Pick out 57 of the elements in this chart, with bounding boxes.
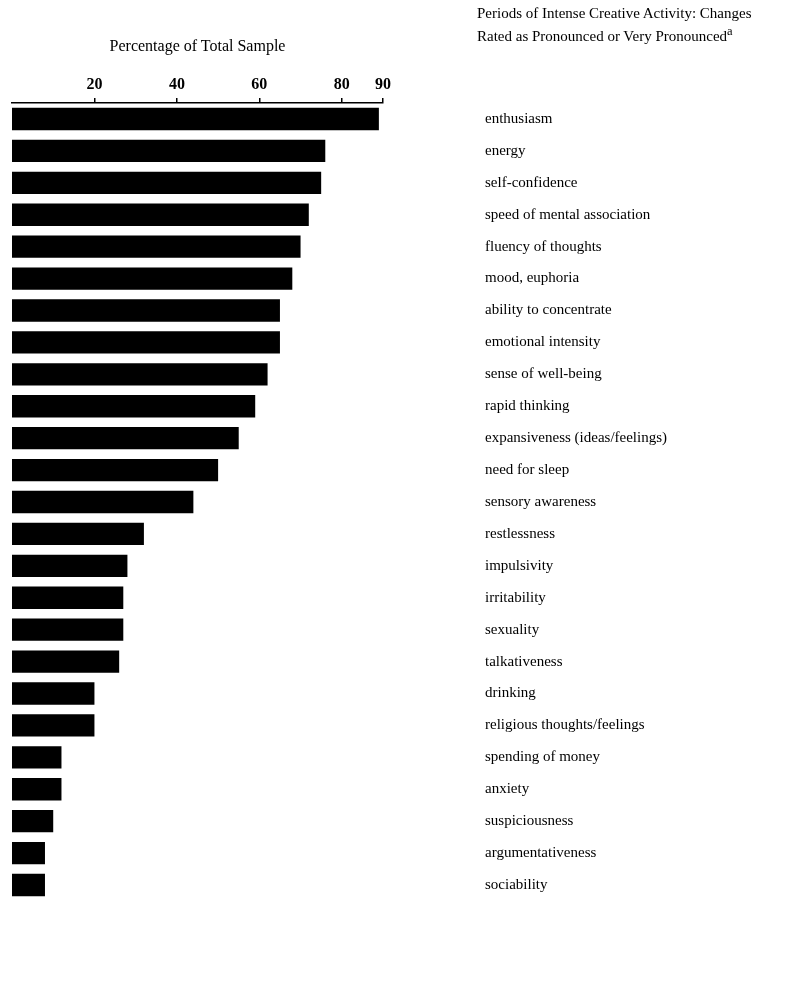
x-tick-label: 40 xyxy=(168,74,185,92)
y-tick-label: emotional intensity xyxy=(485,333,601,350)
y-tick-label: anxiety xyxy=(485,780,530,797)
y-tick-label: argumentativeness xyxy=(485,844,597,861)
y-tick-label: irritability xyxy=(485,588,547,605)
y-tick-label: need for sleep xyxy=(485,461,570,478)
bar xyxy=(12,331,280,354)
x-tick-label: 80 xyxy=(333,74,350,92)
y-tick-label: drinking xyxy=(485,684,537,701)
bar xyxy=(12,682,95,705)
y-tick-label: speed of mental association xyxy=(485,205,651,222)
bar xyxy=(12,267,293,290)
y-tick-label: sensory awareness xyxy=(485,492,597,509)
bar xyxy=(12,746,62,769)
y-tick-label: sociability xyxy=(485,875,548,892)
bar xyxy=(12,107,379,131)
y-tick-label: sense of well-being xyxy=(485,365,603,382)
y-tick-label: self-confidence xyxy=(485,173,578,190)
bar xyxy=(12,554,128,578)
y-tick-label: suspiciousness xyxy=(485,812,574,829)
bar xyxy=(12,490,194,514)
bar xyxy=(12,618,124,641)
bar xyxy=(12,235,301,258)
y-tick-label: ability to concentrate xyxy=(485,301,612,318)
y-tick-label: mood, euphoria xyxy=(485,269,580,286)
y-tick-label: expansiveness (ideas/feelings) xyxy=(485,429,668,447)
y-tick-label: rapid thinking xyxy=(485,397,571,414)
bar xyxy=(12,426,239,450)
bar xyxy=(12,203,309,226)
bar xyxy=(12,873,45,897)
bar xyxy=(12,841,45,865)
bar xyxy=(12,139,326,163)
y-tick-label: impulsivity xyxy=(485,556,554,573)
bar xyxy=(12,586,124,609)
bar xyxy=(12,522,144,546)
y-tick-label: spending of money xyxy=(485,748,601,765)
y-tick-label: talkativeness xyxy=(485,652,563,669)
bar xyxy=(12,395,256,418)
bar xyxy=(12,363,268,386)
y-tick-label: sexuality xyxy=(485,620,540,637)
x-tick-label: 20 xyxy=(86,74,103,92)
bar xyxy=(12,299,280,322)
bar xyxy=(12,778,62,801)
bar xyxy=(12,714,95,737)
y-tick-label: enthusiasm xyxy=(485,109,553,126)
x-tick-label: 60 xyxy=(251,74,268,92)
y-tick-label: fluency of thoughts xyxy=(485,237,602,254)
x-axis-title: Percentage of Total Sample xyxy=(109,37,286,56)
y-tick-label: religious thoughts/feelings xyxy=(485,716,645,733)
y-tick-label: energy xyxy=(485,141,527,158)
bar xyxy=(12,171,322,194)
bar xyxy=(12,650,120,673)
text: Periods of Intense Creative Activity: Changes Rated as Pronounced or Very Pronounced$^{a}$ xyxy=(477,4,753,45)
bar xyxy=(12,810,54,833)
bar xyxy=(12,458,219,482)
x-tick-label: 90 xyxy=(375,74,391,92)
y-tick-label: restlessness xyxy=(485,524,556,541)
